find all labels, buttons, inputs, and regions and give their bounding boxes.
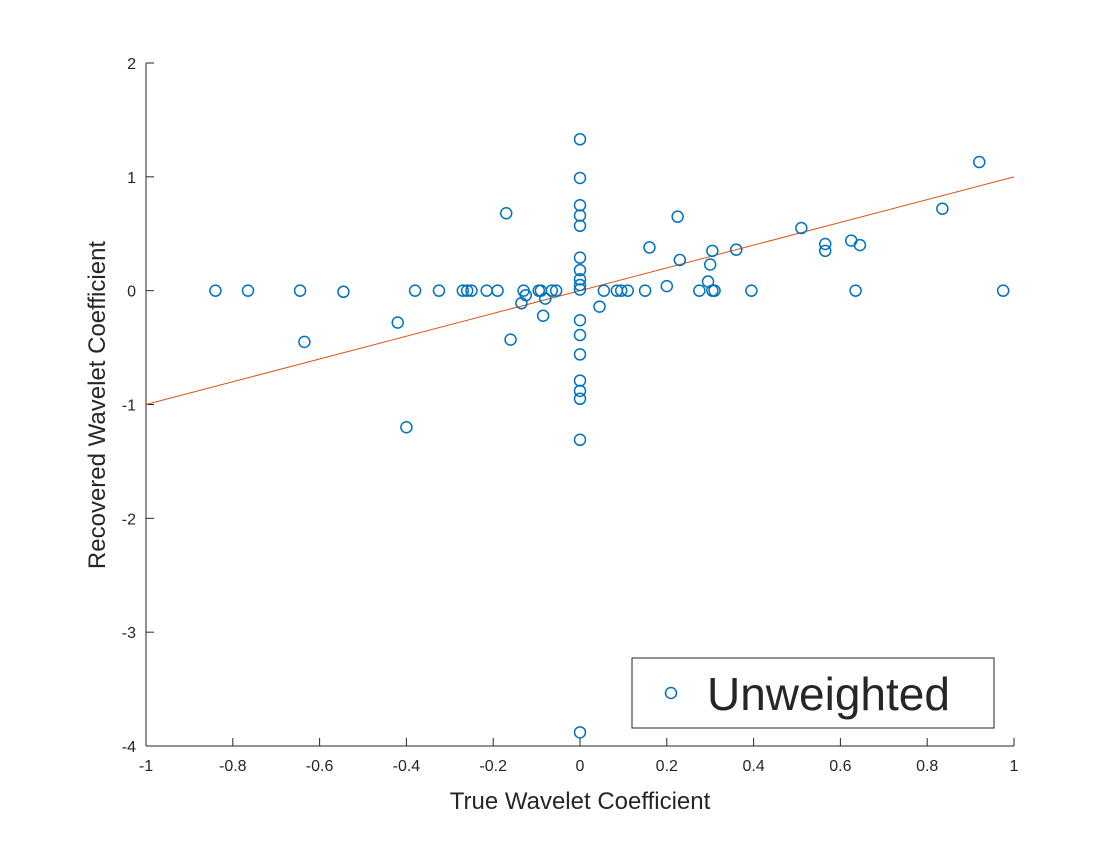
data-point xyxy=(703,258,717,271)
data-point xyxy=(849,284,862,297)
data-point xyxy=(673,253,687,267)
data-point xyxy=(539,292,552,305)
data-point xyxy=(549,284,563,297)
data-point xyxy=(643,241,656,254)
data-point xyxy=(573,726,587,739)
x-tick-label: 0.6 xyxy=(829,758,851,775)
data-point xyxy=(671,210,684,223)
y-tick-label: -4 xyxy=(122,739,136,756)
data-point xyxy=(729,243,743,256)
x-tick-label: -0.4 xyxy=(393,758,421,775)
legend: Unweighted xyxy=(631,657,995,729)
y-tick-label: -3 xyxy=(122,625,136,642)
y-tick-label: 2 xyxy=(127,56,136,73)
data-point xyxy=(491,284,504,297)
data-point xyxy=(573,384,587,398)
data-point xyxy=(293,284,307,297)
data-point xyxy=(519,288,532,302)
y-tick-label: -1 xyxy=(122,398,136,415)
ticks: -1 -0.8 -0.6 -0.4 -0.2 0 0.2 0.4 0.6 0.8 1 -4 -3 -2 -1… xyxy=(122,56,1019,775)
data-point xyxy=(545,284,559,297)
data-point xyxy=(408,284,422,297)
data-point xyxy=(573,392,587,406)
data-point xyxy=(536,309,550,322)
data-point xyxy=(573,348,587,361)
data-point xyxy=(573,374,587,387)
x-tick-label: 1 xyxy=(1010,758,1019,775)
data-point xyxy=(573,314,587,327)
data-point xyxy=(708,284,721,297)
data-point xyxy=(621,284,634,297)
legend-box xyxy=(631,657,995,729)
x-tick-label: -0.6 xyxy=(306,758,334,775)
data-point xyxy=(593,300,606,313)
y-axis-title: Recovered Wavelet Coefficient xyxy=(84,241,111,569)
data-point xyxy=(973,155,986,169)
data-point xyxy=(936,202,949,215)
data-point xyxy=(391,316,404,329)
data-point xyxy=(706,244,719,258)
data-point xyxy=(573,328,587,342)
data-point xyxy=(573,273,587,286)
x-tick-label: -0.2 xyxy=(479,758,507,775)
data-point xyxy=(241,284,255,297)
data-point xyxy=(573,278,587,292)
y-tick-label: -2 xyxy=(122,511,136,528)
x-tick-label: 0.8 xyxy=(916,758,938,775)
data-point xyxy=(573,251,587,264)
data-point xyxy=(499,207,513,220)
data-point xyxy=(573,199,587,212)
y-tick-label: 0 xyxy=(127,284,136,301)
data-point xyxy=(638,284,652,297)
data-point xyxy=(432,284,446,297)
x-tick-label: 0 xyxy=(576,758,585,775)
x-axis-title: True Wavelet Coefficient xyxy=(450,788,711,815)
data-points xyxy=(209,133,1010,739)
data-point xyxy=(573,433,587,447)
y-tick-label: 1 xyxy=(127,170,136,187)
data-point xyxy=(465,284,478,297)
data-point xyxy=(400,421,413,434)
data-point xyxy=(996,284,1010,297)
data-point xyxy=(298,335,311,349)
data-point xyxy=(818,244,832,258)
data-point xyxy=(573,209,587,222)
data-point xyxy=(818,237,832,251)
data-point xyxy=(573,171,587,185)
data-point xyxy=(573,263,587,277)
x-tick-label: -1 xyxy=(139,758,153,775)
data-point xyxy=(504,333,517,346)
legend-marker-unweighted xyxy=(664,686,678,700)
data-point xyxy=(614,284,628,297)
data-point xyxy=(460,284,474,297)
data-point xyxy=(573,283,587,296)
data-point xyxy=(480,284,493,297)
data-point xyxy=(660,279,674,293)
legend-label-unweighted: Unweighted xyxy=(707,668,950,720)
data-point xyxy=(693,284,706,297)
data-point xyxy=(456,284,470,297)
data-point xyxy=(337,285,350,299)
data-point xyxy=(597,284,611,297)
data-point xyxy=(209,284,222,297)
data-point xyxy=(573,219,587,233)
x-tick-label: 0.2 xyxy=(656,758,678,775)
data-point xyxy=(573,133,587,146)
data-point xyxy=(745,284,758,297)
data-point xyxy=(795,221,808,235)
x-tick-label: 0.4 xyxy=(742,758,764,775)
data-point xyxy=(853,238,867,252)
x-tick-label: -0.8 xyxy=(219,758,247,775)
